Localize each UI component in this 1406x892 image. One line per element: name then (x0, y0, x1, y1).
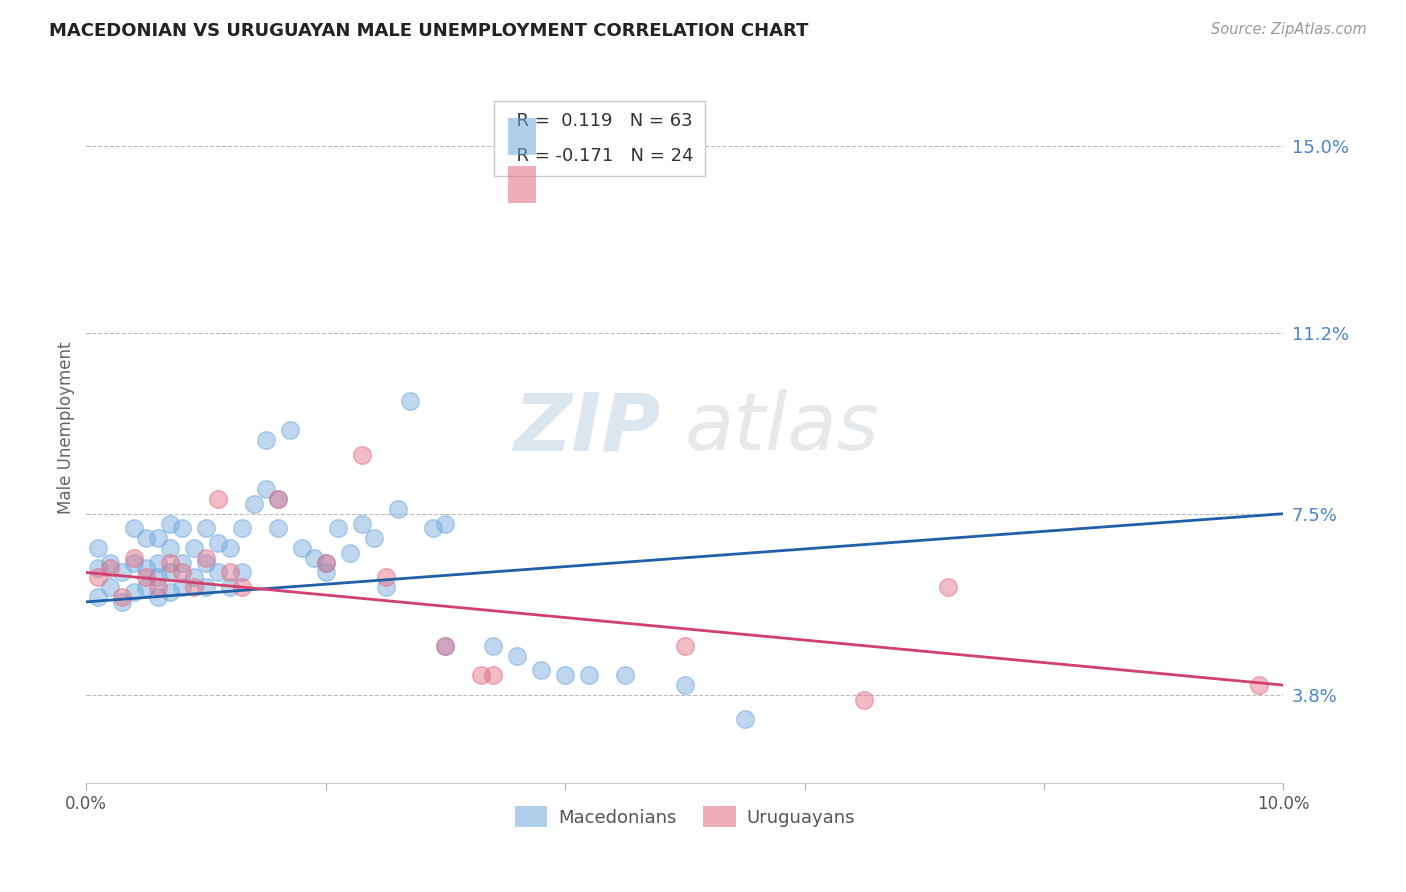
Point (219, 566, 242, 580)
Point (195, 556, 218, 570)
Point (146, 531, 169, 545)
Point (159, 566, 181, 580)
Point (159, 516, 181, 531)
Point (614, 668, 637, 682)
Point (122, 521, 145, 535)
Point (434, 639, 457, 653)
Point (170, 556, 193, 570)
Point (434, 639, 457, 653)
FancyBboxPatch shape (508, 166, 537, 202)
Point (146, 556, 169, 570)
Point (734, 712, 756, 726)
Point (278, 424, 301, 438)
Point (350, 516, 373, 531)
Point (482, 668, 505, 682)
Legend: Macedonians, Uruguayans: Macedonians, Uruguayans (508, 799, 862, 834)
Point (146, 570, 169, 584)
Point (254, 482, 277, 496)
Text: MACEDONIAN VS URUGUAYAN MALE UNEMPLOYMENT CORRELATION CHART: MACEDONIAN VS URUGUAYAN MALE UNEMPLOYMEN… (49, 22, 808, 40)
Point (374, 570, 396, 584)
Point (936, 580, 959, 594)
Point (506, 648, 529, 663)
Point (470, 668, 492, 682)
Point (267, 491, 290, 506)
Point (135, 570, 157, 584)
Point (159, 541, 181, 555)
Point (135, 531, 157, 545)
FancyBboxPatch shape (508, 118, 537, 154)
Point (315, 556, 337, 570)
Point (231, 521, 253, 535)
Point (146, 590, 169, 604)
Point (326, 521, 349, 535)
Point (98, 556, 121, 570)
Point (243, 497, 266, 511)
Point (183, 580, 205, 594)
Point (434, 516, 457, 531)
Point (98, 580, 121, 594)
Point (170, 521, 193, 535)
Point (122, 585, 145, 599)
Point (122, 550, 145, 565)
Point (363, 531, 385, 545)
Point (183, 570, 205, 584)
Point (159, 585, 181, 599)
Point (291, 541, 314, 555)
Y-axis label: Male Unemployment: Male Unemployment (58, 342, 75, 515)
Point (673, 678, 696, 692)
Point (135, 560, 157, 574)
Point (111, 590, 134, 604)
Point (482, 639, 505, 653)
Point (578, 668, 600, 682)
Point (530, 664, 553, 678)
Point (146, 580, 169, 594)
Point (207, 491, 229, 506)
Point (853, 693, 876, 707)
Point (254, 434, 277, 448)
Text: ZIP: ZIP (513, 389, 661, 467)
Point (302, 550, 325, 565)
Point (387, 501, 409, 516)
Point (87, 541, 110, 555)
Point (398, 394, 420, 409)
Point (374, 580, 396, 594)
Point (98, 560, 121, 574)
Point (170, 566, 193, 580)
Point (1249, 678, 1271, 692)
Point (267, 521, 290, 535)
Text: atlas: atlas (685, 389, 880, 467)
Point (315, 556, 337, 570)
Point (267, 491, 290, 506)
Point (339, 546, 361, 560)
Point (231, 580, 253, 594)
Point (673, 639, 696, 653)
Point (195, 521, 218, 535)
Point (195, 580, 218, 594)
Point (87, 570, 110, 584)
Point (350, 448, 373, 462)
Point (554, 668, 576, 682)
Point (111, 566, 134, 580)
Point (219, 541, 242, 555)
Text: Source: ZipAtlas.com: Source: ZipAtlas.com (1211, 22, 1367, 37)
Point (170, 580, 193, 594)
Point (159, 556, 181, 570)
Point (87, 560, 110, 574)
Point (87, 590, 110, 604)
Point (219, 580, 242, 594)
Point (111, 595, 134, 609)
Point (315, 566, 337, 580)
Point (195, 550, 218, 565)
Text: R =  0.119   N = 63
  R = -0.171   N = 24: R = 0.119 N = 63 R = -0.171 N = 24 (505, 112, 693, 165)
Point (122, 556, 145, 570)
Point (422, 521, 444, 535)
Point (231, 566, 253, 580)
Point (207, 566, 229, 580)
Point (207, 536, 229, 550)
Point (183, 541, 205, 555)
Point (135, 580, 157, 594)
